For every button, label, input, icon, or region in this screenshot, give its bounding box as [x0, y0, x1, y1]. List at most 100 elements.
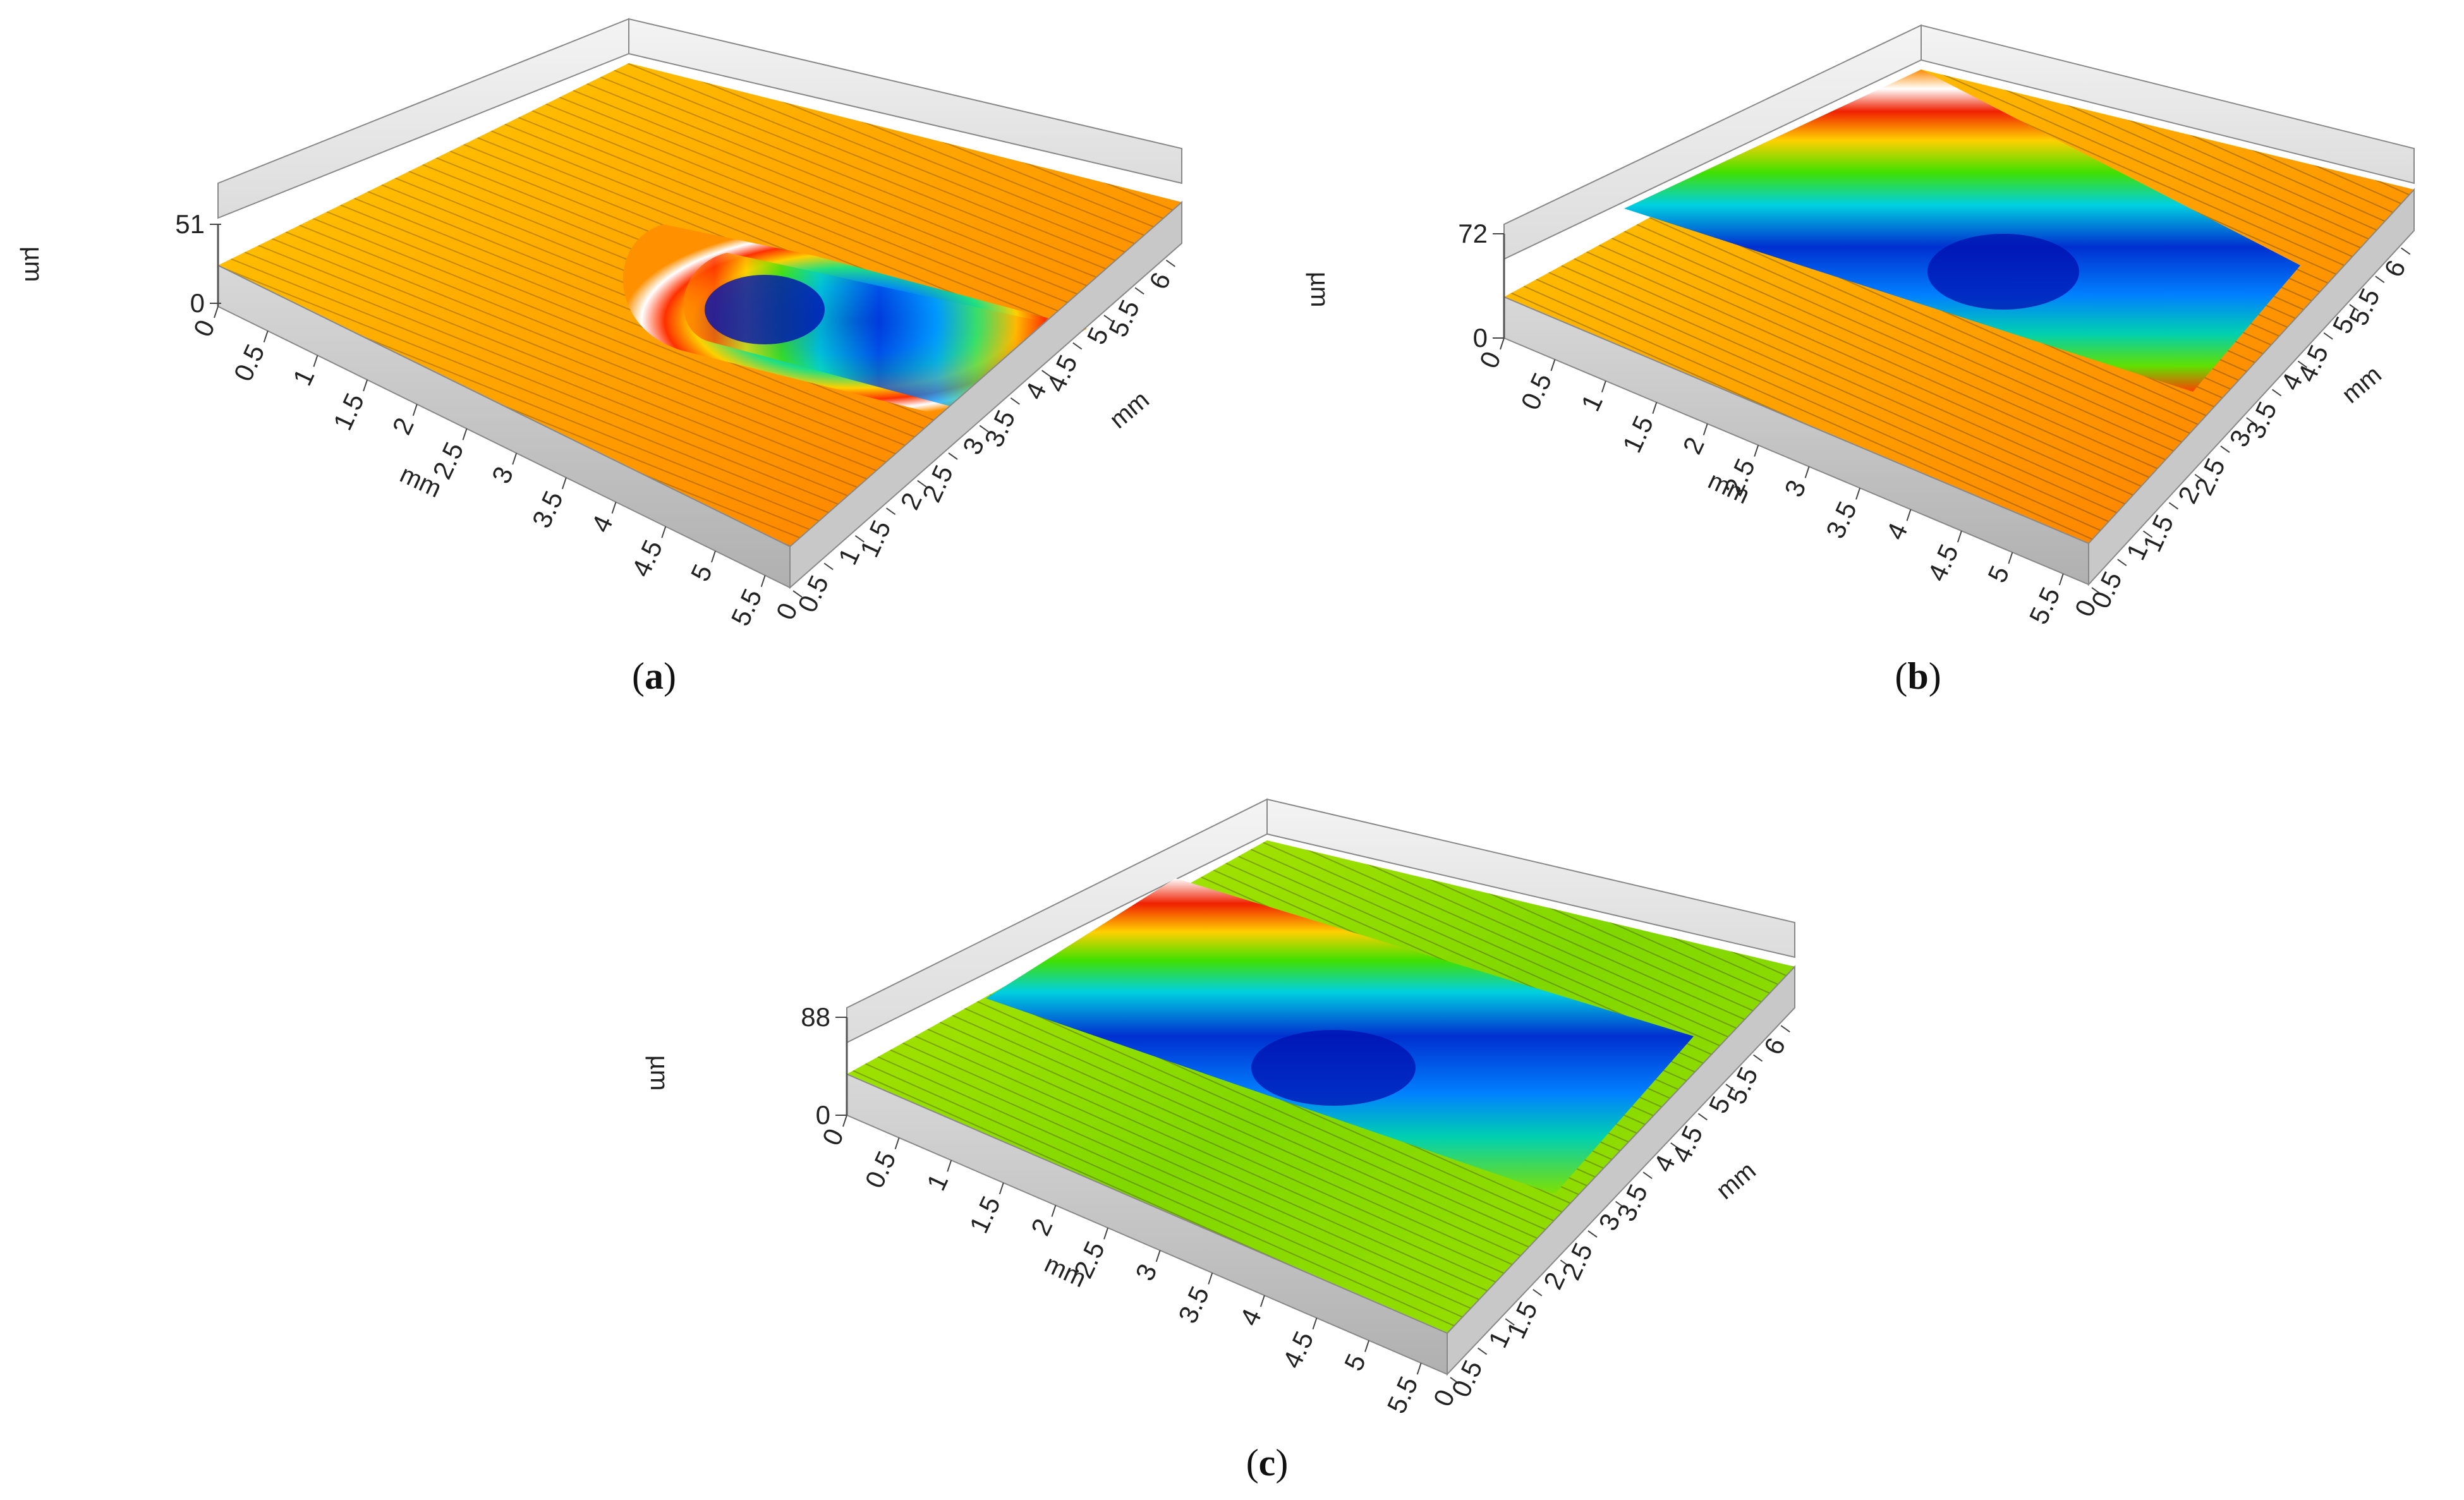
x-tick-mark	[462, 428, 468, 440]
y-tick-mark	[1072, 342, 1083, 350]
y-tick-mark	[854, 535, 865, 543]
x-tick-mark	[1601, 380, 1606, 393]
panel-a-groove-deepest	[705, 275, 825, 344]
x-tick-mark	[947, 1159, 952, 1172]
x-tick-mark	[1804, 466, 1810, 478]
y-tick-mark	[1450, 1377, 1460, 1384]
x-tick-mark	[611, 502, 617, 514]
y-tick-mark	[792, 590, 803, 598]
y-tick-mark	[2117, 559, 2127, 567]
y-tick-mark	[1697, 1113, 1708, 1121]
x-tick-label: 1	[1575, 390, 1608, 416]
x-tick-label: 1	[921, 1169, 954, 1195]
x-tick-mark	[842, 1115, 847, 1127]
y-axis-label: mm	[1711, 1156, 1761, 1205]
x-tick-mark	[1855, 488, 1860, 500]
y-tick-mark	[2323, 332, 2333, 340]
x-tick-mark	[1550, 359, 1556, 372]
x-tick-mark	[1702, 423, 1708, 435]
y-tick-mark	[2246, 417, 2256, 425]
y-tick-mark	[1532, 1288, 1543, 1297]
panel-b-side-right	[2088, 188, 2415, 586]
panel-a-side-right	[789, 200, 1182, 590]
x-tick-label: 3.5	[1820, 497, 1862, 543]
panel-b: 00.5 11.5 22.5 33.5 44.5 55.5 00.511.522.533.5…	[1306, 24, 2415, 697]
y-tick-label: 6	[1143, 268, 1176, 294]
panel-b-groove-deepest	[1927, 234, 2079, 310]
y-tick-mark	[2297, 360, 2307, 368]
z-tick-label: 0	[190, 288, 205, 318]
panel-b-groove	[1624, 70, 2300, 392]
x-tick-mark	[1500, 337, 1505, 350]
x-tick-mark	[1957, 530, 1962, 543]
panel-c-back-wall-right	[1266, 798, 1795, 959]
y-tick-mark	[1165, 259, 1175, 267]
panel-b-back-wall-right	[1921, 24, 2415, 184]
x-tick-mark	[1051, 1205, 1057, 1217]
z-tick-label: 0	[816, 1100, 830, 1130]
x-tick-label: 4	[1234, 1304, 1267, 1330]
y-tick-mark	[1587, 1230, 1598, 1238]
z-axis-label: µm	[645, 1055, 673, 1091]
y-tick-mark	[2143, 530, 2153, 538]
x-tick-label: 1	[287, 364, 320, 390]
x-tick-mark	[363, 379, 368, 392]
y-tick-mark	[1478, 1347, 1488, 1355]
x-tick-label: 1.5	[1617, 411, 1659, 457]
x-tick-label: 3	[1778, 475, 1811, 501]
x-tick-mark	[711, 550, 716, 563]
z-axis-label: µm	[1306, 272, 1333, 307]
y-tick-mark	[2220, 445, 2230, 453]
x-tick-label: 5.5	[725, 584, 768, 631]
x-tick-mark	[412, 404, 418, 416]
panel-a-back-wall-right	[628, 18, 1182, 184]
x-tick-label: 0.5	[228, 340, 270, 386]
y-tick-mark	[1103, 315, 1114, 322]
z-tick-label: 0	[1473, 323, 1488, 353]
x-tick-label: 2	[1677, 433, 1709, 459]
x-tick-label: 4	[585, 511, 618, 537]
panel-b-caption: (b)	[1895, 655, 1941, 697]
y-tick-mark	[1670, 1142, 1680, 1150]
x-tick-mark	[1208, 1273, 1213, 1285]
panel-a-caption: (a)	[632, 655, 676, 697]
y-tick-mark	[979, 425, 989, 433]
y-tick-mark	[1041, 370, 1052, 378]
x-tick-label: 3.5	[526, 487, 569, 533]
x-tick-mark	[1155, 1250, 1161, 1262]
x-tick-label: 5	[1338, 1349, 1371, 1375]
z-tick-label: 51	[175, 209, 205, 239]
panel-a: 00.5 11.5 22.5 33.5 44.5 55.5 00.511.522.533.5…	[20, 18, 1182, 697]
x-tick-mark	[1652, 402, 1658, 414]
x-tick-label: 4.5	[1277, 1327, 1319, 1373]
y-tick-mark	[917, 480, 927, 488]
x-tick-mark	[1416, 1362, 1422, 1375]
x-tick-label: 5	[1982, 561, 2015, 587]
x-tick-label: 1.5	[327, 389, 370, 435]
x-tick-mark	[2058, 573, 2064, 586]
y-tick-mark	[1725, 1084, 1735, 1091]
y-tick-mark	[948, 452, 958, 460]
y-tick-mark	[1753, 1054, 1763, 1062]
x-tick-mark	[661, 526, 667, 538]
y-tick-mark	[1780, 1025, 1790, 1033]
panel-c: 00.5 11.5 22.5 33.5 44.5 55.5 00.511.522.533.5…	[645, 798, 1795, 1484]
x-tick-label: 5.5	[1381, 1372, 1424, 1418]
y-tick-mark	[2401, 247, 2411, 255]
x-tick-mark	[1906, 509, 1912, 521]
y-tick-mark	[1615, 1201, 1625, 1209]
x-tick-mark	[760, 575, 766, 587]
x-tick-label: 1.5	[964, 1192, 1006, 1238]
x-tick-label: 3.5	[1172, 1282, 1215, 1328]
x-tick-label: 2	[1025, 1214, 1058, 1240]
y-tick-mark	[2272, 389, 2282, 397]
y-tick-mark	[823, 562, 834, 571]
x-tick-mark	[263, 330, 269, 343]
x-tick-mark	[998, 1182, 1004, 1195]
y-tick-mark	[2375, 275, 2385, 284]
x-tick-mark	[1259, 1295, 1265, 1307]
y-tick-mark	[1560, 1259, 1570, 1267]
y-tick-mark	[1642, 1171, 1653, 1180]
x-tick-label: 2	[386, 413, 419, 439]
